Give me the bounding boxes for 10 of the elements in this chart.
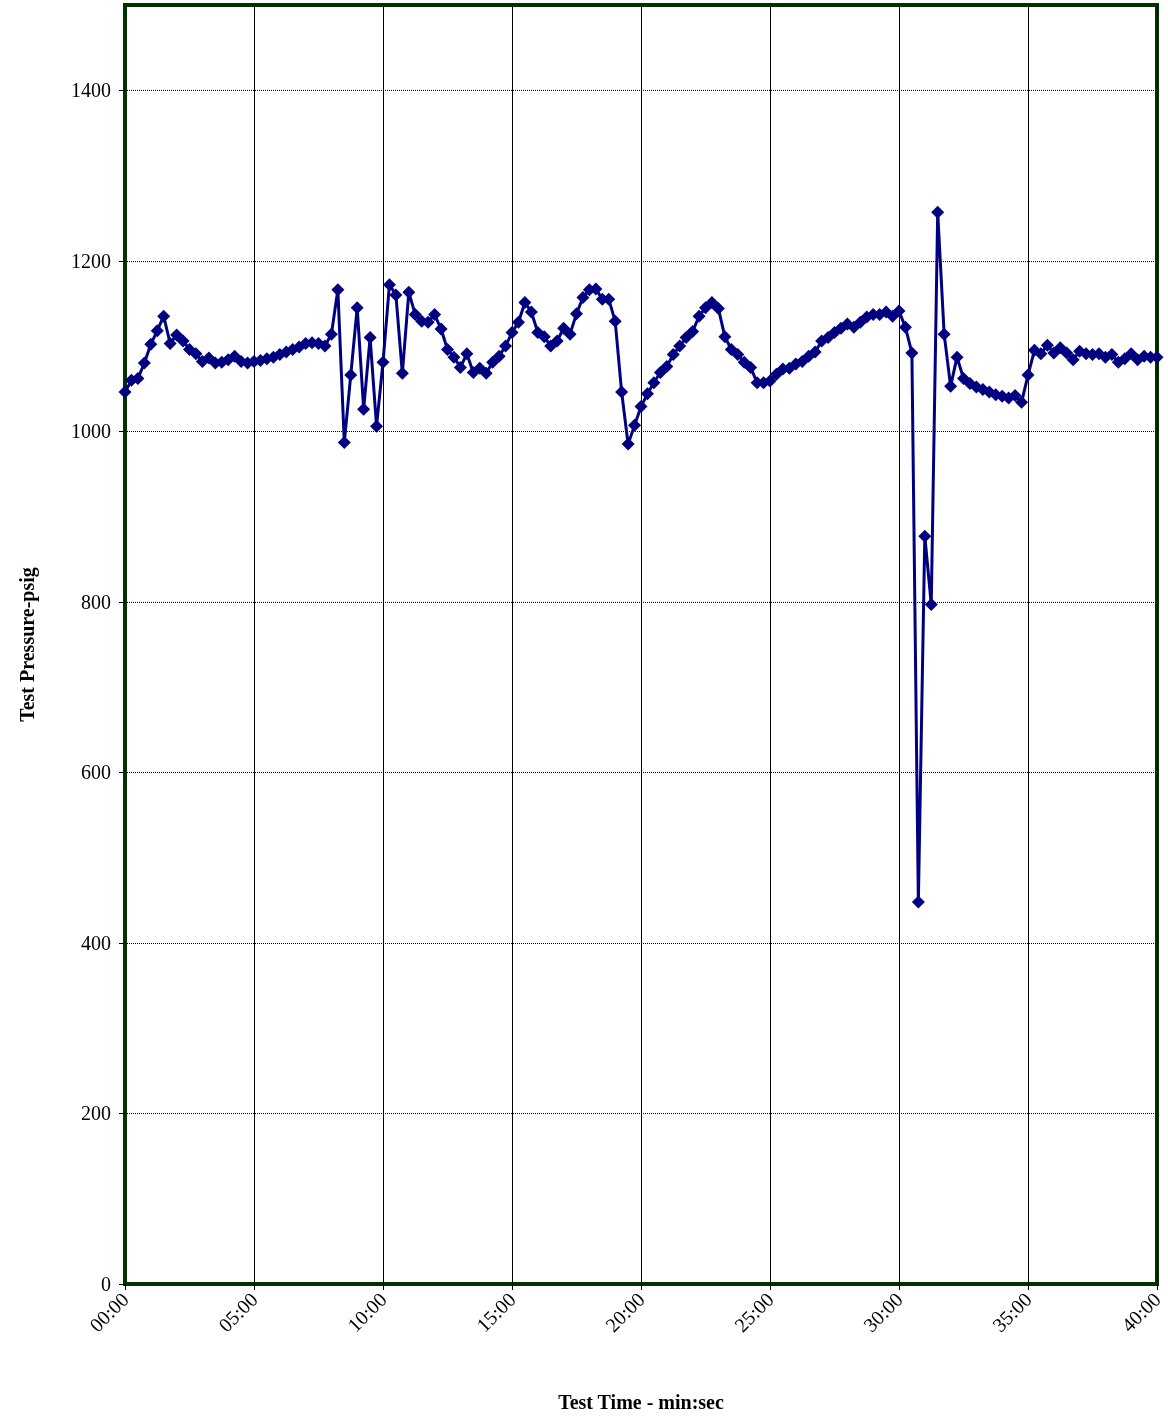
y-tick-label: 1000 (71, 420, 111, 443)
y-tick-label: 0 (101, 1273, 111, 1295)
x-axis-title: Test Time - min:sec (558, 1391, 724, 1413)
y-tick-label: 200 (81, 1102, 111, 1125)
y-tick-label: 800 (81, 590, 111, 613)
y-tick-label: 400 (81, 931, 111, 954)
y-tick-label: 600 (81, 761, 111, 784)
y-tick-label: 1400 (71, 79, 111, 102)
y-axis-title: Test Pressure-psig (16, 567, 39, 722)
y-tick-label: 1200 (71, 249, 111, 272)
